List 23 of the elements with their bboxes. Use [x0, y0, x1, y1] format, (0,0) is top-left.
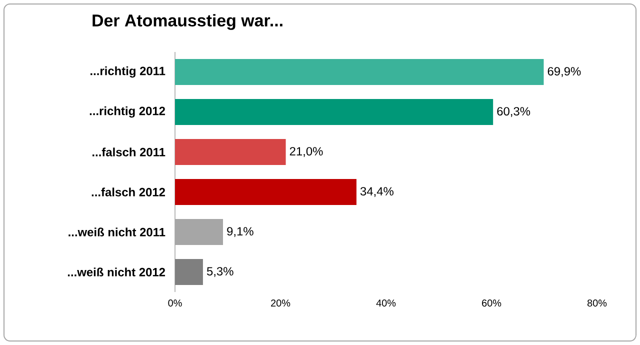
bar [175, 139, 286, 166]
x-tick-label: 0% [168, 300, 182, 307]
data-label: 5,3% [206, 267, 234, 277]
data-label: 9,1% [227, 227, 254, 237]
data-label: 34,4% [360, 187, 394, 197]
x-tick-label: 20% [271, 300, 290, 307]
x-tick-label: 80% [587, 300, 607, 307]
data-label: 60,3% [497, 107, 530, 117]
y-tick-label: ...richtig 2012 [90, 106, 165, 118]
y-tick-label: ...weiß nicht 2011 [68, 228, 166, 236]
y-tick-label: ...richtig 2011 [90, 66, 166, 78]
data-label: 21,0% [290, 147, 323, 157]
bar [175, 99, 494, 126]
y-tick-label: ...falsch 2011 [92, 148, 166, 156]
x-tick-label: 40% [376, 300, 396, 307]
chart-title: Der Atomausstieg war... [92, 14, 282, 30]
bar [175, 59, 544, 86]
y-tick-label: ...weiß nicht 2012 [68, 268, 166, 276]
y-tick-label: ...falsch 2012 [92, 188, 165, 196]
bar [175, 259, 203, 286]
x-tick-label: 60% [482, 300, 502, 307]
bar [175, 179, 356, 206]
data-label: 69,9% [548, 67, 581, 77]
